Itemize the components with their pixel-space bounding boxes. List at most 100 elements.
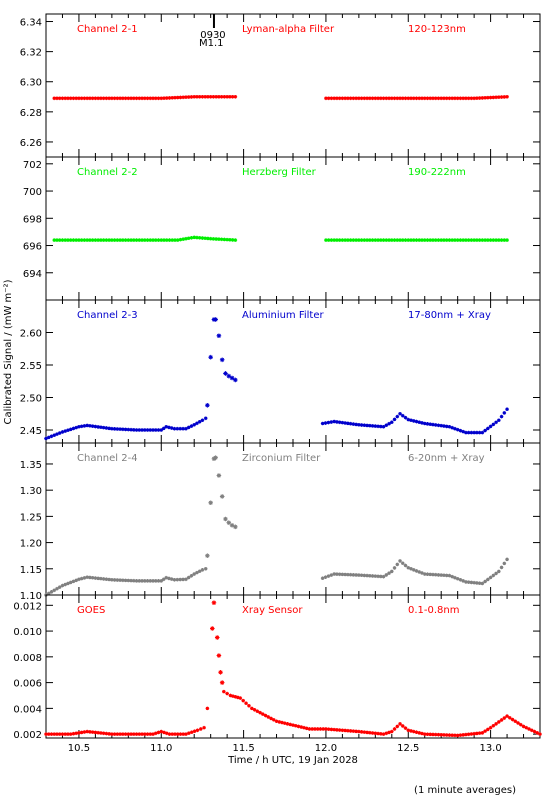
data-point [68,96,73,101]
data-point [181,426,185,431]
data-point [483,579,487,584]
data-point [137,96,142,101]
data-point [82,96,87,101]
data-point [486,727,490,732]
data-point [184,732,188,736]
data-point [63,582,68,587]
data-point [379,238,383,242]
data-point [354,573,358,577]
data-point [99,731,103,735]
data-point [101,238,106,242]
data-point [282,721,287,725]
data-point [178,237,183,242]
data-point [101,96,106,101]
data-point [387,571,391,575]
data-point [337,572,342,577]
data-point [140,732,144,736]
data-point [491,238,496,242]
data-point [132,578,136,583]
data-point [422,421,427,426]
data-point [351,729,356,733]
data-point [99,576,103,581]
data-point [376,574,380,579]
data-point [307,727,312,731]
data-point [66,96,70,101]
data-point [508,716,512,720]
data-point [409,418,413,423]
data-point [359,423,364,427]
y-tick-label: 0.008 [13,653,42,664]
data-point [222,94,227,99]
data-point [96,576,100,581]
data-point [129,238,133,242]
data-point [326,727,331,731]
data-point [362,238,367,242]
data-point [162,730,166,735]
data-point [44,436,48,441]
data-point [365,96,369,101]
y-tick-label: 6.26 [20,138,42,149]
data-point [241,698,245,703]
data-point [52,433,57,437]
data-point [403,726,408,730]
data-point [472,430,476,435]
data-point [502,95,507,99]
data-point [491,95,496,100]
data-point [318,727,323,731]
data-point [148,96,153,101]
data-point [469,580,474,585]
data-point [129,578,133,583]
data-point [387,96,391,101]
data-point [195,421,199,426]
data-point [244,701,248,706]
data-point [335,728,339,732]
data-point [458,428,463,433]
data-point [82,238,87,242]
data-point [400,561,405,566]
data-point [255,709,260,714]
data-point [60,238,65,242]
x-tick-label: 12.0 [315,743,337,754]
y-tick-label: 6.30 [20,78,42,89]
data-point [192,94,196,99]
data-point [455,733,460,738]
data-point [223,371,228,376]
data-point [398,411,402,416]
data-point [88,730,92,734]
data-point [134,96,139,101]
data-point [169,577,174,581]
data-point [79,424,84,429]
data-point [417,420,422,424]
data-point [192,423,196,427]
data-point [85,96,89,101]
data-point [455,576,460,581]
data-point [464,96,468,101]
data-point [483,238,487,242]
data-point [79,730,84,735]
data-point [379,574,383,579]
data-point [110,426,114,431]
data-point [74,731,78,736]
data-point [302,725,306,730]
data-point [219,494,225,499]
data-point [143,579,147,583]
data-point [49,732,54,736]
data-point [195,570,199,575]
y-tick-label: 0.004 [13,704,42,715]
data-point [483,95,487,100]
data-point [535,731,540,735]
data-point [126,578,131,583]
data-point [134,428,139,432]
data-point [455,96,460,101]
data-point [477,96,482,100]
data-point [156,238,161,242]
data-point [488,95,493,100]
data-point [420,96,424,101]
data-point [469,96,474,101]
data-point [132,732,136,736]
data-point [164,731,169,736]
data-point [453,575,457,580]
data-point [417,731,422,735]
data-point [444,96,449,101]
data-point [417,96,422,101]
